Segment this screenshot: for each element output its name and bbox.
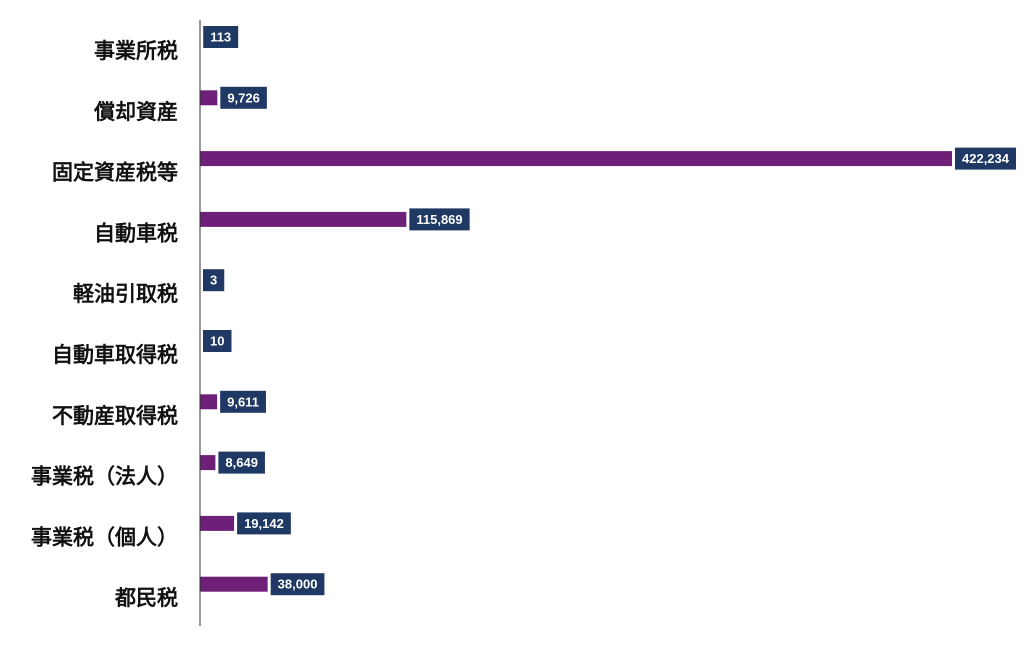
data-label-text: 115,869 bbox=[416, 212, 462, 227]
bar bbox=[200, 576, 268, 592]
category-label: 軽油引取税 bbox=[73, 282, 178, 306]
data-label-box bbox=[955, 147, 1016, 170]
data-label: 422,234 bbox=[955, 147, 1016, 170]
category-label: 固定資産税等 bbox=[52, 161, 178, 185]
category-label: 事業所税 bbox=[94, 39, 178, 63]
data-label-box bbox=[220, 390, 266, 413]
bars bbox=[200, 29, 952, 592]
bar bbox=[200, 151, 952, 167]
data-labels: 113 9,726 422,234 115,869 3 10 9,611 8,649 19,14… bbox=[203, 26, 1016, 596]
category-label: 事業税（法人） bbox=[31, 465, 178, 489]
data-label-box bbox=[237, 512, 291, 535]
category-label: 事業税（個人） bbox=[31, 525, 178, 549]
category-label: 不動産取得税 bbox=[52, 404, 178, 428]
bar bbox=[200, 455, 216, 471]
data-label: 10 bbox=[203, 330, 232, 352]
data-label: 19,142 bbox=[237, 512, 291, 535]
data-label: 9,611 bbox=[220, 390, 266, 413]
data-label-text: 9,726 bbox=[227, 90, 260, 105]
data-label-box bbox=[218, 451, 265, 474]
data-label-text: 9,611 bbox=[227, 394, 259, 409]
data-label-box bbox=[220, 86, 267, 109]
category-axis-labels: 事業所税償却資産固定資産税等自動車税軽油引取税自動車取得税不動産取得税事業税（法… bbox=[31, 39, 178, 610]
bar bbox=[200, 394, 218, 410]
bar bbox=[200, 90, 218, 106]
data-label: 8,649 bbox=[218, 451, 265, 474]
data-label: 9,726 bbox=[220, 86, 267, 109]
data-label-text: 8,649 bbox=[225, 455, 258, 470]
data-label-text: 10 bbox=[210, 334, 224, 349]
data-label-text: 3 bbox=[210, 273, 217, 288]
data-label-text: 19,142 bbox=[244, 516, 284, 531]
data-label: 3 bbox=[203, 269, 225, 292]
category-label: 都民税 bbox=[114, 586, 178, 610]
bar bbox=[200, 211, 407, 227]
data-label-box bbox=[203, 26, 239, 48]
data-label-box bbox=[203, 269, 225, 292]
data-label-box bbox=[203, 330, 232, 352]
category-label: 自動車取得税 bbox=[52, 343, 178, 367]
category-label: 自動車税 bbox=[94, 221, 178, 245]
data-label-text: 422,234 bbox=[962, 151, 1010, 166]
data-label-box bbox=[270, 573, 325, 596]
data-label-text: 113 bbox=[210, 30, 231, 45]
data-label-box bbox=[409, 208, 470, 231]
bar bbox=[200, 515, 235, 531]
category-label: 償却資産 bbox=[93, 100, 178, 124]
data-label: 113 bbox=[203, 26, 239, 48]
data-label-text: 38,000 bbox=[278, 577, 318, 592]
data-label: 115,869 bbox=[409, 208, 470, 231]
data-label: 38,000 bbox=[270, 573, 325, 596]
